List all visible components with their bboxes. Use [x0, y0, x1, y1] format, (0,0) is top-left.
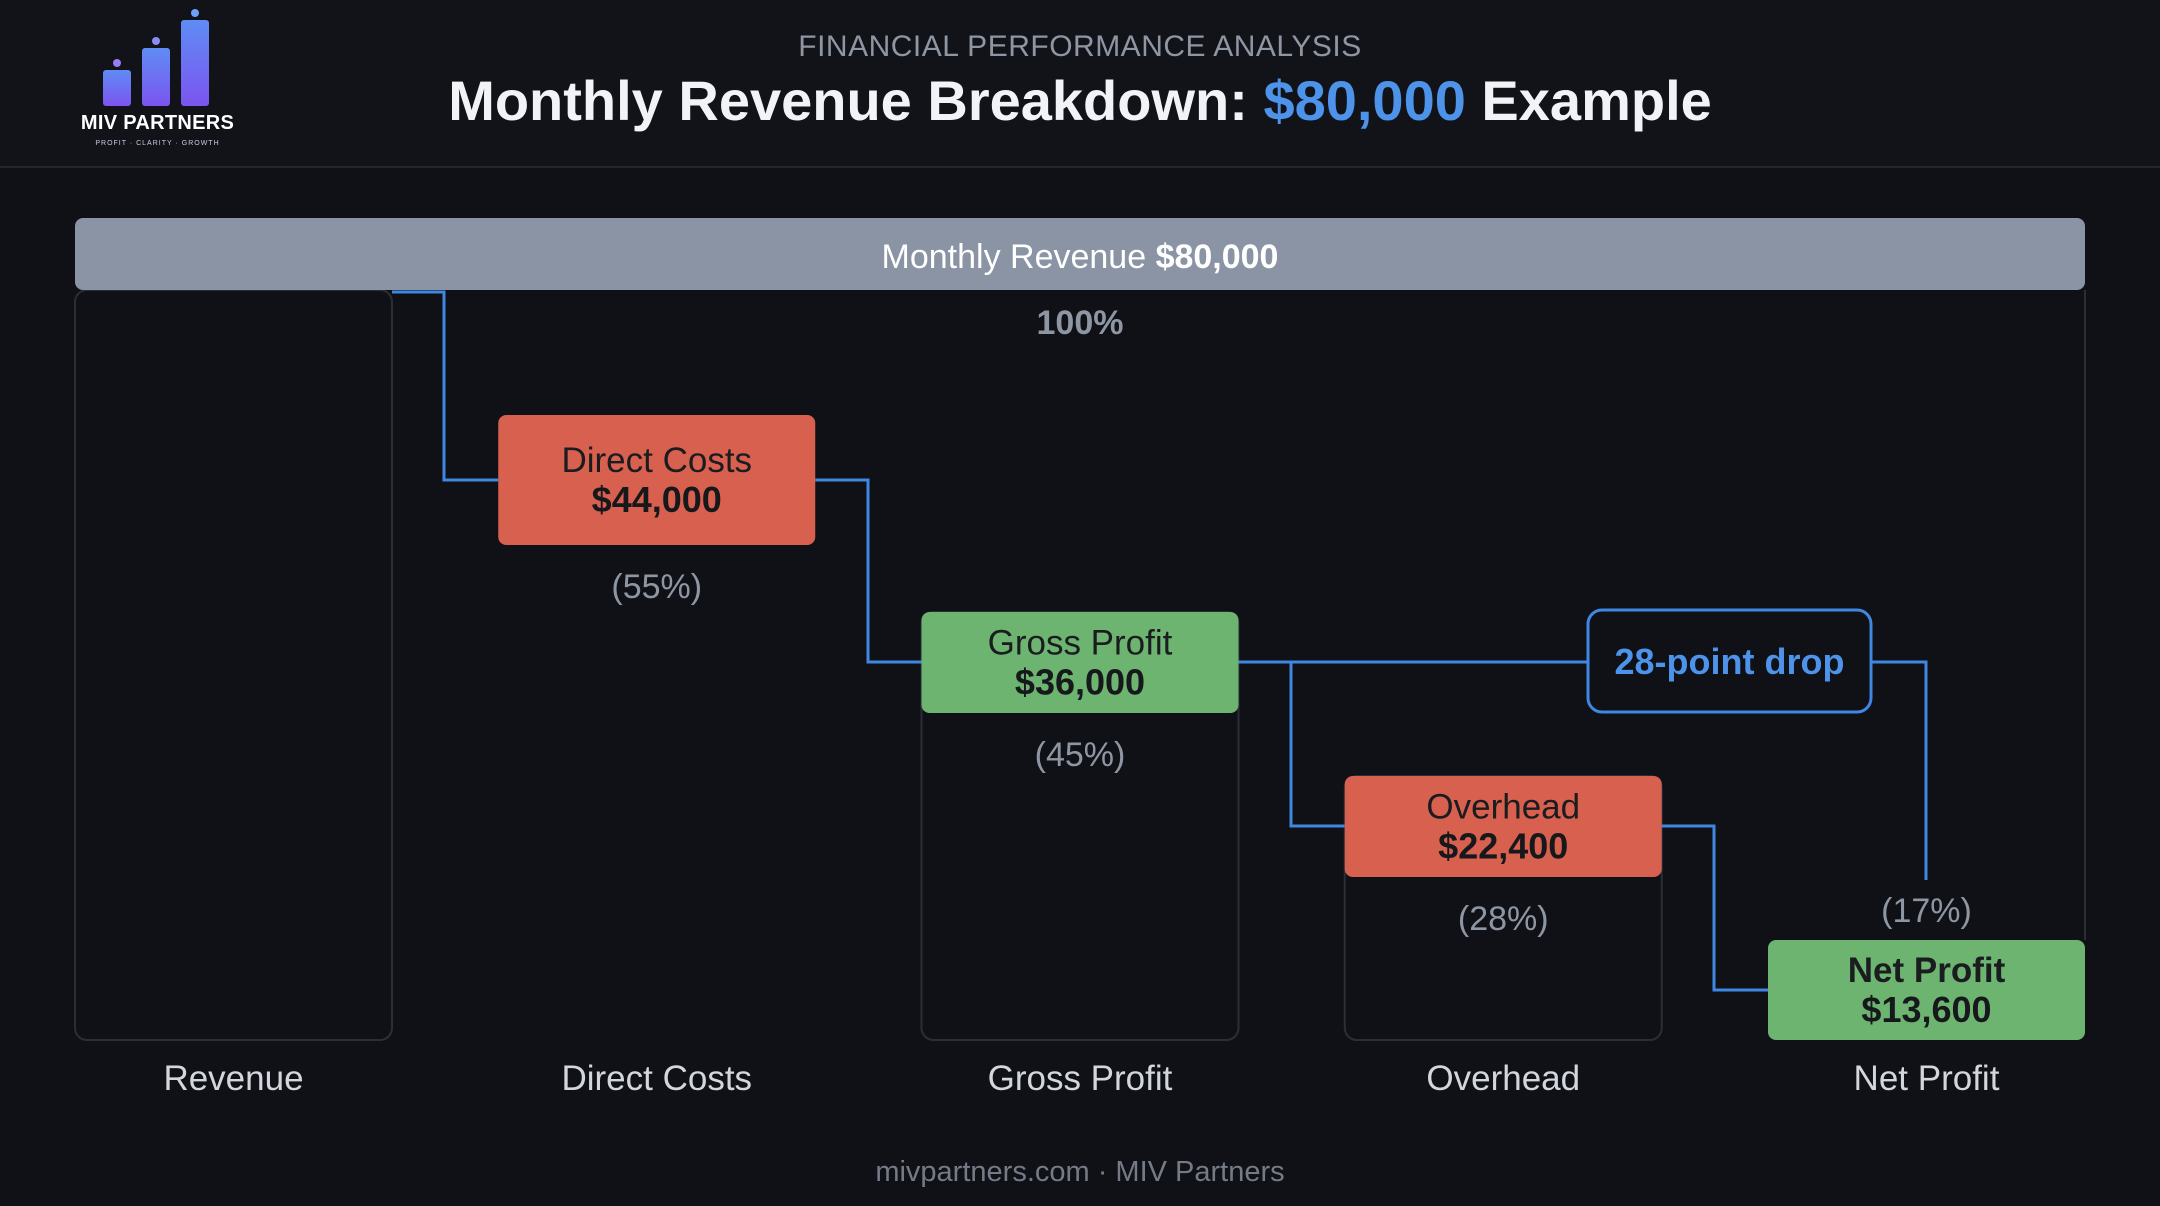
title-suffix: Example: [1465, 69, 1712, 132]
column-outline: [74, 289, 393, 1041]
step-value: $13,600: [1861, 989, 1991, 1030]
connector-line: [1238, 660, 1345, 828]
revenue-bar-value: $80,000: [1156, 238, 1279, 276]
revenue-bar-label: Monthly Revenue $80,000: [882, 238, 1279, 276]
step-value: $44,000: [592, 479, 722, 520]
revenue-bar-label-text: Monthly Revenue: [882, 238, 1156, 276]
logo-tagline: PROFIT · CLARITY · GROWTH: [95, 140, 220, 147]
step-percent: (45%): [1035, 736, 1126, 774]
title-highlight: $80,000: [1263, 69, 1466, 132]
logo-name: MIV PARTNERS: [80, 112, 235, 134]
revenue-bar: [75, 218, 2085, 290]
page-kicker: FINANCIAL PERFORMANCE ANALYSIS: [798, 30, 1362, 63]
callout-connector: [1871, 660, 1928, 880]
bar-chart-icon: [103, 9, 209, 106]
step-value: $36,000: [1015, 662, 1145, 703]
step-box-direct-costs: [498, 415, 816, 545]
category-label: Net Profit: [1854, 1059, 2000, 1098]
category-label: Overhead: [1426, 1059, 1580, 1098]
logo: MIV PARTNERS PROFIT · CLARITY · GROWTH: [70, 8, 245, 153]
page-title: Monthly Revenue Breakdown: $80,000 Examp…: [0, 68, 2160, 133]
connector-line: [815, 478, 922, 664]
step-box-gross-profit: [921, 612, 1239, 713]
callout-box: [1586, 608, 1873, 714]
category-label: Revenue: [163, 1059, 303, 1098]
callout-text: 28-point drop: [1615, 641, 1845, 682]
step-value: $22,400: [1438, 826, 1568, 867]
step-percent: (55%): [611, 568, 702, 606]
title-prefix: Monthly Revenue Breakdown:: [448, 69, 1264, 132]
category-label: Gross Profit: [988, 1059, 1173, 1098]
step-label: Direct Costs: [561, 441, 752, 480]
header: MIV PARTNERS PROFIT · CLARITY · GROWTH F…: [0, 0, 2160, 168]
revenue-percent: 100%: [1037, 304, 1124, 342]
step-box-net-profit: [1768, 940, 2085, 1040]
step-label: Overhead: [1426, 788, 1580, 827]
category-label: Direct Costs: [561, 1059, 752, 1098]
footer: mivpartners.com · MIV Partners: [875, 1156, 1285, 1188]
step-box-overhead: [1344, 776, 1662, 877]
step-label: Net Profit: [1848, 951, 2006, 990]
connector-line: [1661, 824, 1768, 992]
connector-line: [392, 290, 499, 482]
step-percent: (28%): [1458, 900, 1549, 938]
step-percent: (17%): [1881, 892, 1972, 930]
step-label: Gross Profit: [988, 624, 1173, 663]
